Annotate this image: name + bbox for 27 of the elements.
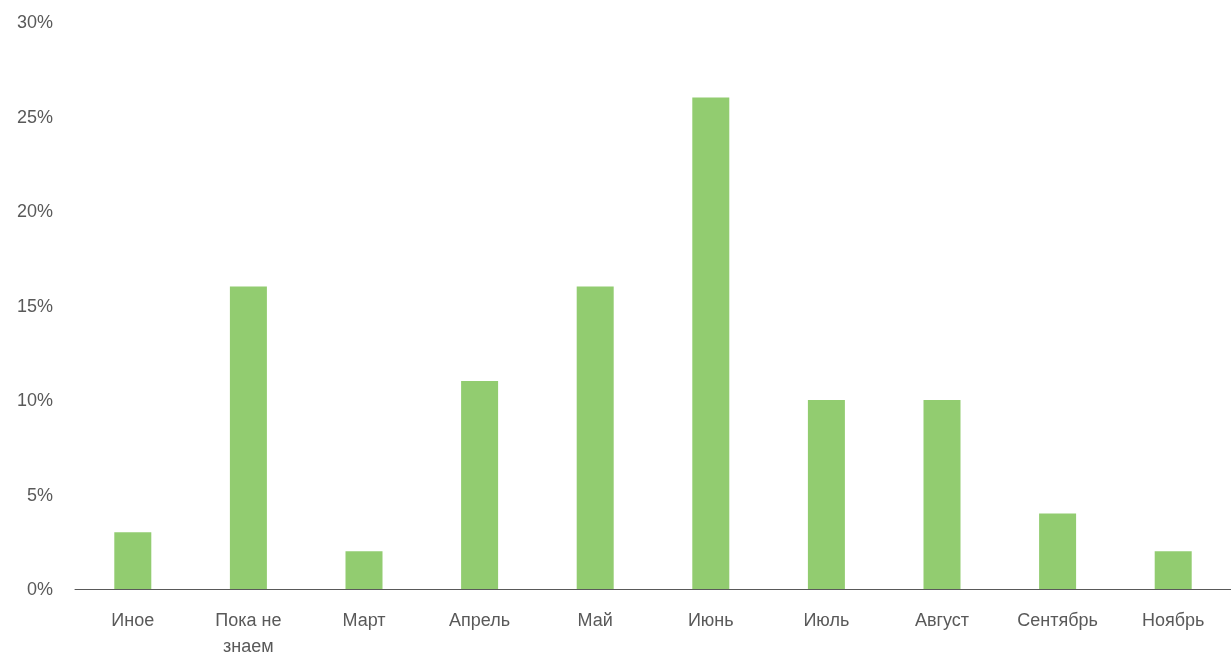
y-tick-label: 30% <box>16 12 53 32</box>
bar <box>1154 551 1192 589</box>
bar <box>229 286 267 589</box>
x-tick-label: Май <box>577 610 613 630</box>
bar <box>1039 513 1077 589</box>
bar <box>807 400 845 589</box>
x-tick-label: Ноябрь <box>1141 610 1205 630</box>
bar <box>576 286 614 589</box>
x-tick-label: Сентябрь <box>1017 610 1098 630</box>
bar <box>114 532 152 589</box>
bar <box>345 551 383 589</box>
x-tick-label: Июль <box>803 610 850 630</box>
x-tick-label: Пока не знаем <box>215 610 282 656</box>
y-tick-label: 0% <box>26 579 53 599</box>
bar <box>461 381 499 589</box>
x-tick-label: Март <box>342 610 386 630</box>
x-tick-label: Август <box>914 610 970 630</box>
x-tick-label: Апрель <box>449 610 511 630</box>
bar <box>692 97 730 589</box>
x-tick-label: Иное <box>111 610 155 630</box>
y-tick-label: 5% <box>26 484 53 505</box>
y-tick-label: 20% <box>16 201 53 221</box>
y-tick-label: 10% <box>16 390 53 410</box>
y-tick-label: 25% <box>16 106 53 127</box>
x-tick-label: Июнь <box>687 610 734 630</box>
y-tick-label: 15% <box>16 295 53 316</box>
bar <box>923 400 961 589</box>
